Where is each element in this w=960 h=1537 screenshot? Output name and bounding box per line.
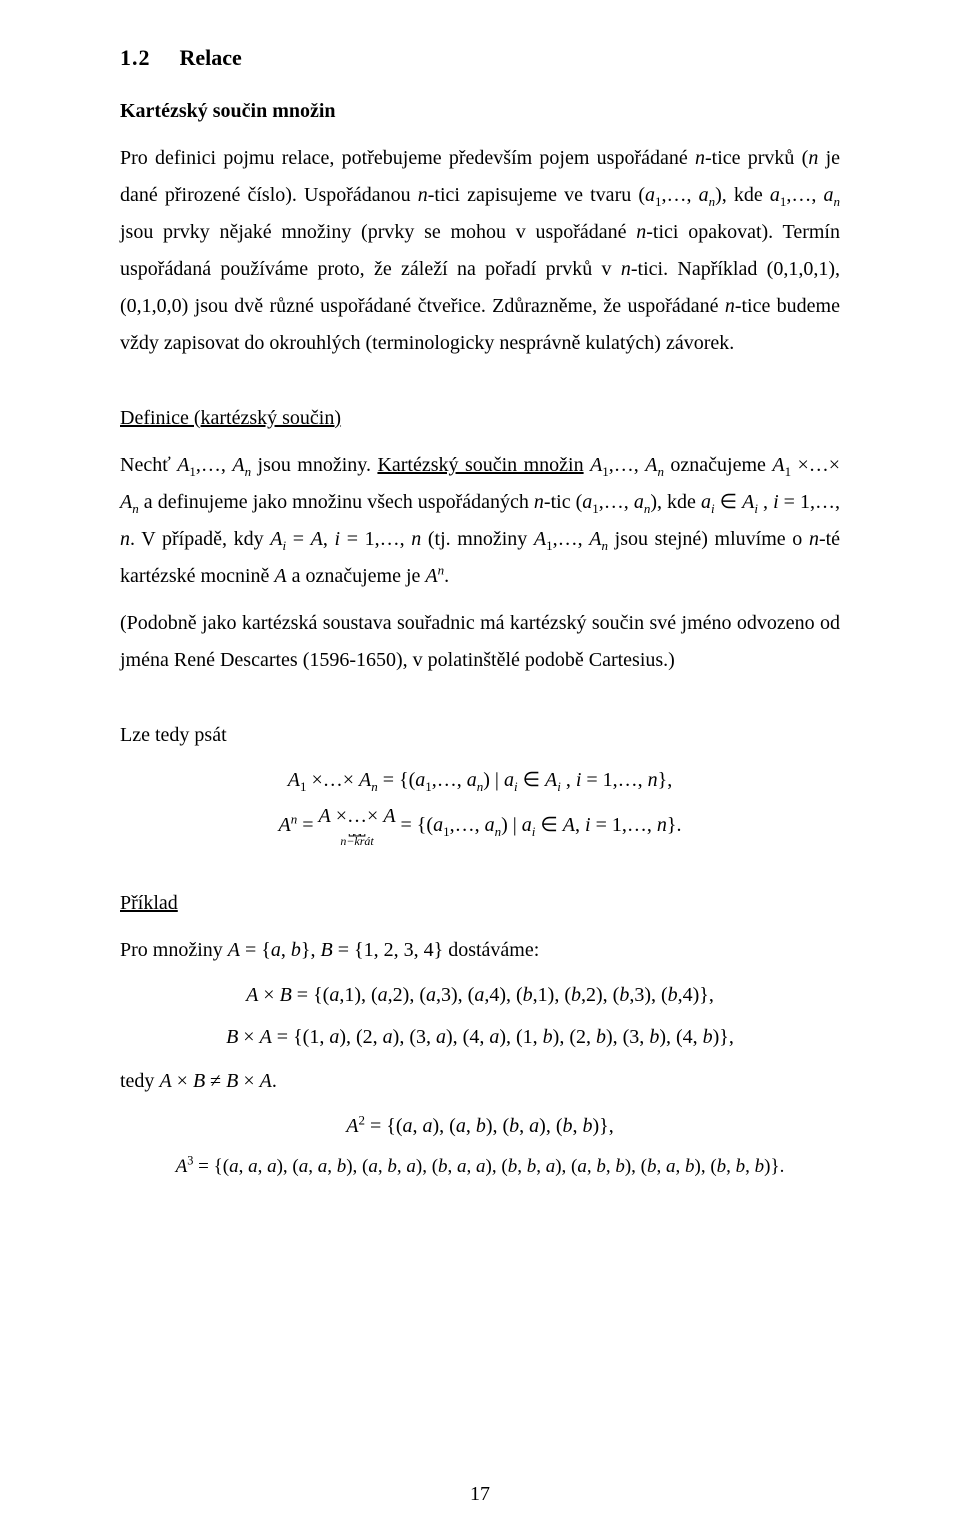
text: -tice prvků ( (705, 147, 808, 169)
spacer (120, 372, 840, 400)
var-n: n (534, 491, 544, 513)
section-heading: 1.2 Relace (120, 38, 840, 79)
math-inline: A1,…, An (590, 454, 664, 476)
equation-line-1: A1 ×…× An = {(a1,…, an) | ai ∈ Ai , i = … (120, 764, 840, 796)
text: Pro množiny (120, 939, 228, 961)
text: jsou dvě různé uspořádané čtveřice. Zdůr… (188, 295, 725, 317)
text: -tici zapisujeme ve tvaru (428, 184, 639, 206)
section-number: 1.2 (120, 45, 151, 70)
text: Nechť (120, 454, 177, 476)
def-label: Definice (kartézský součin) (120, 407, 341, 429)
math-inline: Ai = A, i = 1,…, n (270, 528, 421, 550)
math-inline: A = {a, b}, B = {1, 2, 3, 4} (228, 939, 443, 961)
example-eq-4: A3 = {(a, a, a), (a, a, b), (a, b, a), (… (120, 1152, 840, 1182)
definition-heading: Definice (kartézský součin) (120, 400, 840, 437)
math-inline: A1,…, An (177, 454, 251, 476)
var-A: A (274, 565, 286, 587)
math-inline: a1,…, an (770, 184, 840, 206)
text: Pro definici pojmu relace, potřebujeme p… (120, 147, 695, 169)
text: jsou množiny. (251, 454, 377, 476)
underbrace: A ×…× A ⎵⎵⎵ n−krát (319, 806, 396, 847)
var-n: n (695, 147, 705, 169)
math-inline: A × B ≠ B × A (159, 1070, 271, 1092)
var-n: n (621, 258, 631, 280)
example-heading: Příklad (120, 885, 840, 922)
text: jsou stejné) mluvíme o (608, 528, 809, 550)
definition-note: (Podobně jako kartézská soustava souřadn… (120, 605, 840, 679)
text: a definujeme jako množinu všech uspořáda… (139, 491, 534, 513)
example-eq-3: A2 = {(a, a), (a, b), (b, a), (b, b)}, (120, 1110, 840, 1142)
var-n: n (418, 184, 428, 206)
text: -tic (544, 491, 576, 513)
equation-lead: Lze tedy psát (120, 717, 840, 754)
example-eq-2: B × A = {(1, a), (2, a), (3, a), (4, a),… (120, 1021, 840, 1053)
page-root: 1.2 Relace Kartézský součin množin Pro d… (0, 0, 960, 1537)
spacer (120, 857, 840, 885)
text: jsou prvky nějaké množiny (prvky se moho… (120, 221, 636, 243)
var-n: n (725, 295, 735, 317)
text: . V případě, kdy (130, 528, 270, 550)
var-n: n (809, 528, 819, 550)
text: označujeme (664, 454, 772, 476)
math-inline: An (425, 565, 444, 587)
example-eq-1: A × B = {(a,1), (a,2), (a,3), (a,4), (b,… (120, 979, 840, 1011)
example-intro: Pro množiny A = {a, b}, B = {1, 2, 3, 4}… (120, 932, 840, 969)
text: (tj. množiny (421, 528, 534, 550)
subsection-heading: Kartézský součin množin (120, 93, 840, 130)
text: . (272, 1070, 277, 1092)
example-conclusion: tedy A × B ≠ B × A. (120, 1063, 840, 1100)
text: . (444, 565, 449, 587)
text: a označujeme je (287, 565, 426, 587)
math-inline: (a1,…, an) (576, 491, 657, 513)
text: dostáváme: (443, 939, 539, 961)
math-inline: (a1,…, an) (638, 184, 721, 206)
var-n: n (636, 221, 646, 243)
ex-label: Příklad (120, 892, 178, 914)
text: -tici. Například (631, 258, 767, 280)
equation-line-2: An = A ×…× A ⎵⎵⎵ n−krát = {(a1,…, an) | … (120, 806, 840, 847)
section-title: Relace (180, 45, 242, 70)
text: tedy (120, 1070, 159, 1092)
text: , kde (722, 184, 770, 206)
intro-paragraph: Pro definici pojmu relace, potřebujeme p… (120, 140, 840, 362)
page-number: 17 (0, 1476, 960, 1513)
text: , kde (657, 491, 701, 513)
var-n: n (808, 147, 818, 169)
definition-body: Nechť A1,…, An jsou množiny. Kartézský s… (120, 447, 840, 595)
term: Kartézský součin množin (377, 454, 583, 476)
math-inline: A1,…, An (534, 528, 608, 550)
spacer (120, 689, 840, 717)
underbrace-label: n−krát (319, 835, 396, 847)
